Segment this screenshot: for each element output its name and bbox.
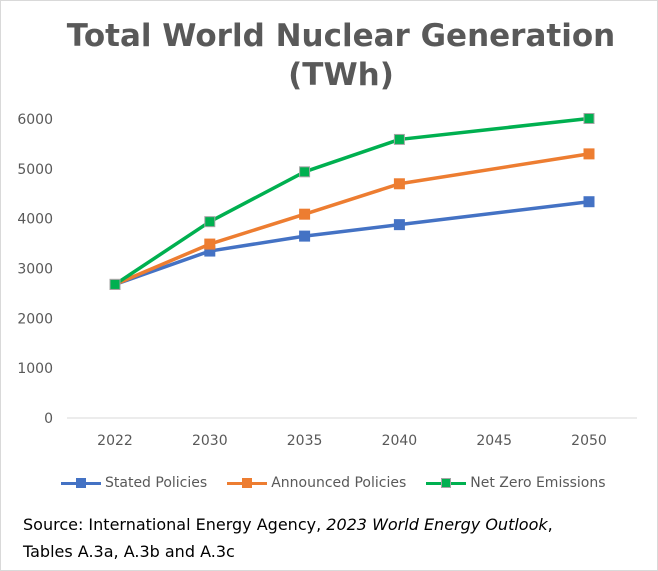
x-tick-label: 2030 bbox=[192, 433, 228, 449]
legend-label: Net Zero Emissions bbox=[470, 475, 606, 491]
legend-swatch bbox=[61, 476, 101, 490]
data-point bbox=[393, 219, 405, 231]
y-tick-label: 1000 bbox=[17, 361, 53, 377]
data-point bbox=[204, 216, 216, 228]
data-point bbox=[583, 196, 595, 208]
source-note: Source: International Energy Agency, 202… bbox=[23, 511, 553, 565]
x-tick-label: 2035 bbox=[287, 433, 323, 449]
data-point bbox=[583, 148, 595, 160]
title-line-2: (TWh) bbox=[288, 57, 394, 93]
legend-label: Stated Policies bbox=[105, 475, 208, 491]
source-prefix: Source: International Energy Agency, bbox=[23, 515, 327, 534]
y-tick-label: 0 bbox=[44, 411, 53, 427]
y-tick-label: 5000 bbox=[17, 162, 53, 178]
legend-swatch bbox=[227, 476, 268, 490]
data-point bbox=[583, 113, 595, 125]
title-line-1: Total World Nuclear Generation bbox=[66, 18, 616, 54]
x-tick-label: 2050 bbox=[571, 433, 607, 449]
data-point bbox=[109, 278, 121, 290]
x-tick-label: 2040 bbox=[382, 433, 418, 449]
series-line-0 bbox=[114, 199, 590, 287]
data-point bbox=[393, 133, 405, 145]
legend-item: Net Zero Emissions bbox=[426, 475, 606, 491]
source-title: 2023 World Energy Outlook bbox=[326, 515, 548, 534]
data-point bbox=[299, 230, 311, 242]
legend-label: Announced Policies bbox=[271, 475, 407, 491]
y-tick-label: 6000 bbox=[17, 112, 53, 128]
source-suffix: , bbox=[547, 515, 553, 534]
legend: Stated Policies Announced Policies Net Zer… bbox=[61, 475, 606, 491]
data-point bbox=[299, 208, 311, 220]
data-point bbox=[299, 166, 311, 178]
chart-title: Total World Nuclear Generation (TWh) bbox=[41, 17, 641, 95]
legend-item: Announced Policies bbox=[227, 475, 406, 491]
line-chart: 0 1000 2000 3000 4000 5000 6000 2022 2030 2035 204… bbox=[17, 112, 637, 449]
legend-swatch bbox=[426, 476, 467, 490]
x-tick-label: 2022 bbox=[97, 433, 133, 449]
legend-item: Stated Policies bbox=[61, 475, 207, 491]
y-tick-label: 3000 bbox=[17, 262, 53, 278]
data-point bbox=[393, 178, 405, 190]
source-line-2: Tables A.3a, A.3b and A.3c bbox=[23, 542, 235, 561]
y-tick-label: 4000 bbox=[17, 212, 53, 228]
data-point bbox=[204, 238, 216, 250]
x-tick-label: 2045 bbox=[476, 433, 512, 449]
series-line-1 bbox=[114, 152, 590, 287]
y-tick-label: 2000 bbox=[17, 311, 53, 327]
